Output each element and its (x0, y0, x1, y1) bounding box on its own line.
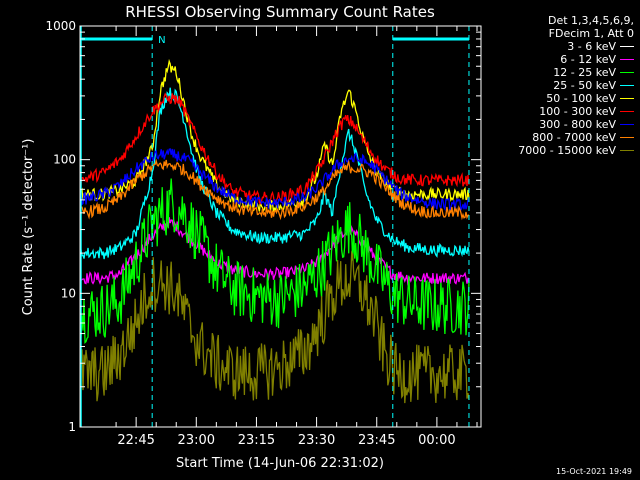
x-tick-label: 22:45 (117, 433, 154, 448)
timestamp: 15-Oct-2021 19:49 (556, 467, 632, 476)
night-flag-label: N (158, 35, 165, 46)
legend-swatch (620, 85, 634, 86)
x-tick-label: 00:00 (418, 433, 455, 448)
y-tick-label: 10 (61, 286, 76, 300)
legend-item-label: 12 - 25 keV (553, 66, 616, 79)
x-axis: 22:45 23:00 23:15 23:30 23:45 00:00 (115, 26, 478, 448)
legend-item: 6 - 12 keV (464, 53, 634, 66)
legend-item-label: 3 - 6 keV (567, 40, 616, 53)
legend-header-line1: Det 1,3,4,5,6,9, (547, 14, 634, 27)
legend-swatch (620, 124, 634, 125)
legend-header-line2: FDecim 1, Att 0 (548, 27, 634, 40)
series-line (80, 250, 470, 404)
legend-item: 7000 - 15000 keV (464, 144, 634, 157)
series-line (80, 148, 470, 212)
x-tick-label: 23:00 (178, 433, 215, 448)
legend-swatch (620, 150, 634, 151)
legend-swatch (620, 72, 634, 73)
legend-item: 800 - 7000 keV (464, 131, 634, 144)
legend-item: 300 - 800 keV (464, 118, 634, 131)
legend-item-label: 800 - 7000 keV (532, 131, 616, 144)
legend-swatch (620, 59, 634, 60)
series-line (80, 158, 470, 221)
series-line (80, 178, 470, 345)
series-line (80, 87, 470, 260)
legend-item-label: 25 - 50 keV (553, 79, 616, 92)
x-axis-label: Start Time (14-Jun-06 22:31:02) (176, 456, 384, 471)
legend-item-label: 7000 - 15000 keV (518, 144, 616, 157)
legend-item: 12 - 25 keV (464, 66, 634, 79)
legend-swatch (620, 46, 634, 47)
legend-swatch (620, 111, 634, 112)
legend-item-label: 300 - 800 keV (539, 118, 616, 131)
legend-item-label: 50 - 100 keV (546, 92, 616, 105)
legend-item-label: 100 - 300 keV (539, 105, 616, 118)
legend-item: 25 - 50 keV (464, 79, 634, 92)
legend-item-label: 6 - 12 keV (560, 53, 616, 66)
plot-frame (79, 25, 482, 428)
legend-item: 50 - 100 keV (464, 92, 634, 105)
x-tick-label: 23:30 (298, 433, 335, 448)
legend-swatch (620, 98, 634, 99)
legend: Det 1,3,4,5,6,9, FDecim 1, Att 0 3 - 6 k… (464, 14, 634, 157)
series-line (80, 92, 470, 205)
y-tick-label: 1000 (45, 19, 76, 33)
legend-item: 100 - 300 keV (464, 105, 634, 118)
legend-item: 3 - 6 keV (464, 40, 634, 53)
y-axis: 1 10 100 1000 (45, 19, 481, 434)
y-tick-label: 100 (53, 153, 76, 167)
markers-layer: N (80, 26, 470, 427)
y-axis-label: Count Rate (s⁻¹ detector⁻¹) (21, 139, 36, 316)
y-tick-label: 1 (68, 420, 76, 434)
series-layer (80, 58, 470, 427)
chart-title: RHESSI Observing Summary Count Rates (125, 3, 435, 21)
legend-swatch (620, 137, 634, 138)
x-tick-label: 23:45 (358, 433, 395, 448)
x-tick-label: 23:15 (238, 433, 275, 448)
